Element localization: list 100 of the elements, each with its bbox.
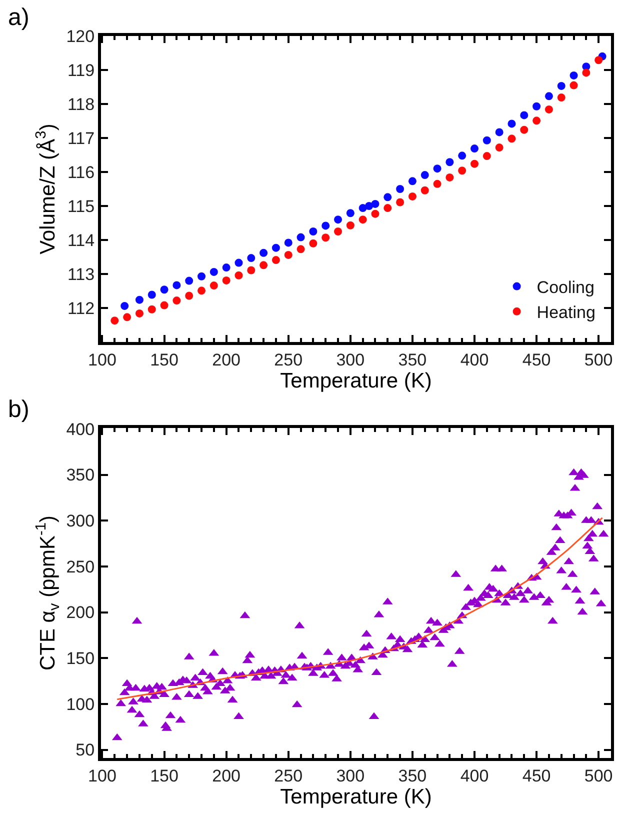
x-tick-label: 200	[212, 350, 241, 370]
point	[135, 309, 144, 318]
point	[358, 216, 367, 224]
point	[420, 171, 429, 180]
point	[247, 254, 256, 262]
point	[384, 193, 392, 202]
y-tick-label: 400	[66, 420, 95, 439]
point	[582, 68, 590, 77]
point	[508, 134, 516, 143]
y-tick-label: 100	[66, 694, 95, 714]
point	[272, 244, 280, 252]
x-tick-label: 500	[584, 766, 613, 786]
point	[408, 192, 416, 200]
point	[384, 204, 392, 212]
point	[544, 105, 553, 114]
point	[172, 281, 181, 290]
point	[570, 71, 578, 80]
point	[284, 250, 292, 259]
point	[520, 126, 528, 134]
x-tick-label: 250	[274, 350, 303, 370]
point	[470, 144, 478, 153]
point	[296, 233, 305, 242]
point	[322, 234, 330, 242]
point	[570, 81, 578, 90]
point	[346, 209, 354, 218]
point	[420, 186, 429, 194]
point	[260, 261, 268, 270]
y-tick-label: 150	[66, 649, 95, 668]
point	[234, 271, 243, 280]
y-tick-label: 350	[66, 466, 95, 485]
x-tick-label: 400	[460, 766, 489, 786]
point	[532, 116, 541, 125]
point	[433, 164, 442, 173]
x-tick-label: 150	[150, 350, 178, 370]
y-tick-label: 117	[67, 128, 95, 148]
y-tick-label: 118	[67, 94, 95, 114]
point	[198, 286, 206, 295]
point	[396, 185, 404, 193]
y-tick-label: 120	[66, 26, 95, 46]
x-tick-label: 350	[398, 350, 427, 370]
point	[148, 290, 156, 299]
y-tick-label: 114	[67, 230, 95, 250]
y-tick-label: 115	[67, 196, 95, 216]
point	[594, 56, 603, 64]
point	[520, 111, 528, 120]
y-tick-label: 200	[66, 603, 95, 622]
y-tick-label: 50	[76, 740, 95, 760]
point	[433, 180, 442, 188]
point	[309, 239, 318, 248]
point	[371, 200, 380, 208]
point	[234, 258, 243, 267]
x-tick-label: 450	[522, 766, 551, 786]
x-tick-label: 100	[88, 350, 116, 370]
point	[210, 268, 218, 276]
point	[135, 296, 144, 304]
point	[272, 256, 280, 264]
point	[446, 158, 454, 166]
y-tick-label: 300	[66, 512, 95, 531]
point	[160, 286, 168, 294]
point	[120, 302, 129, 310]
point	[557, 94, 566, 102]
point	[470, 160, 478, 168]
point	[160, 301, 168, 310]
point	[495, 144, 504, 152]
point	[123, 313, 132, 322]
point	[458, 152, 466, 160]
point	[334, 216, 342, 224]
point	[482, 136, 491, 144]
point	[544, 92, 553, 100]
x-axis-title: Temperature (K)	[280, 369, 432, 392]
x-axis-title: Temperature (K)	[280, 785, 432, 808]
point	[446, 173, 454, 182]
point	[371, 210, 380, 218]
x-tick-label: 100	[88, 766, 116, 786]
point	[322, 222, 330, 230]
point	[532, 102, 541, 110]
chart-title: b)	[8, 396, 30, 423]
y-tick-label: 113	[67, 264, 95, 284]
y-tick-label: 116	[67, 162, 95, 182]
point	[508, 120, 516, 128]
y-tick-label: 112	[67, 298, 95, 318]
point	[260, 248, 268, 257]
point	[110, 316, 119, 325]
point	[185, 292, 194, 300]
point	[309, 228, 318, 236]
point	[247, 266, 256, 274]
x-tick-label: 250	[274, 766, 303, 786]
point	[408, 177, 416, 186]
x-tick-label: 400	[460, 350, 489, 370]
chart-title: a)	[8, 4, 30, 31]
point	[284, 238, 292, 247]
point	[198, 272, 206, 280]
point	[185, 276, 194, 285]
point	[365, 202, 374, 210]
point	[557, 82, 566, 90]
x-tick-label: 200	[212, 766, 241, 786]
point	[172, 296, 181, 305]
point	[458, 166, 466, 175]
point	[296, 245, 305, 254]
point	[148, 305, 156, 314]
